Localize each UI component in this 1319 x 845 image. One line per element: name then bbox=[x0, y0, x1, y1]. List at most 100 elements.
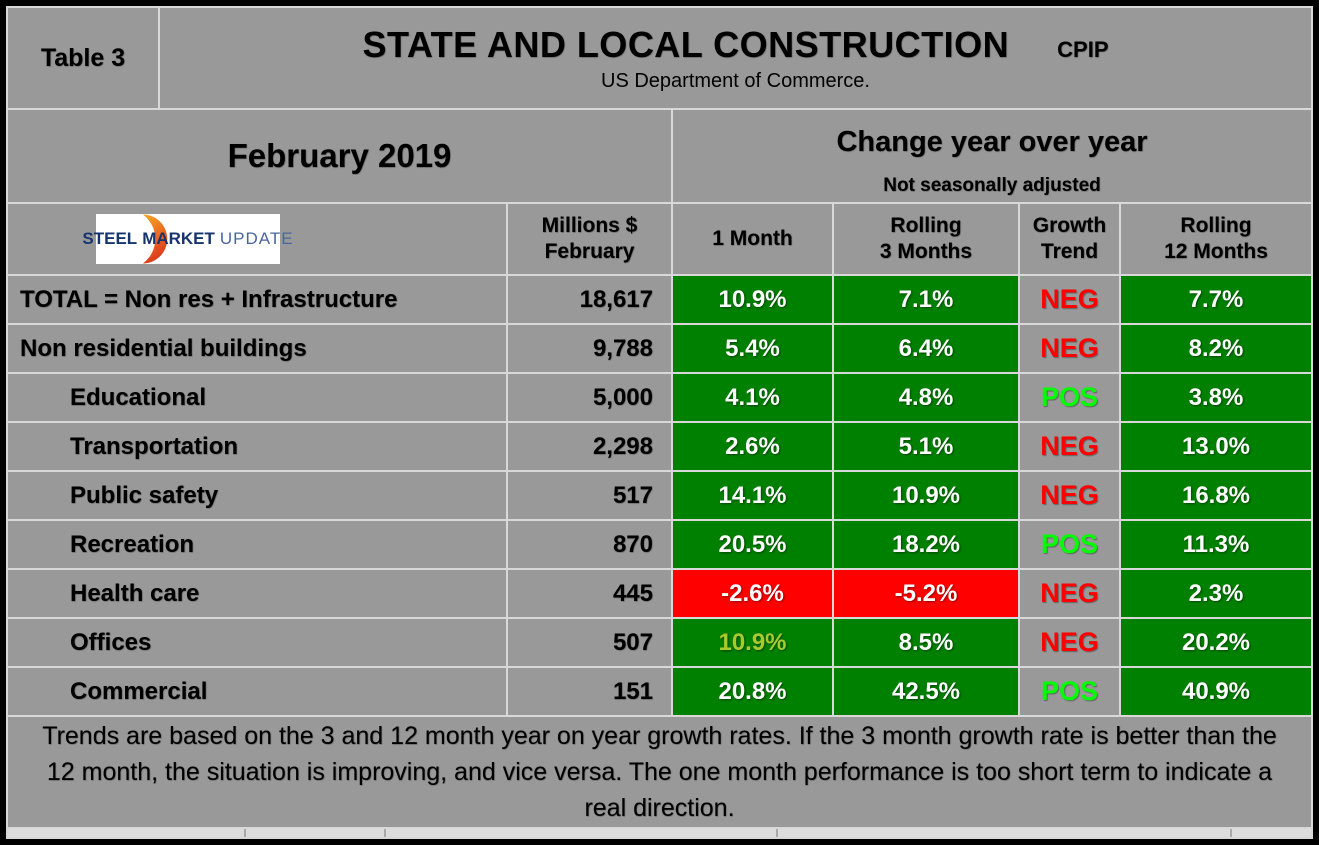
page-title: STATE AND LOCAL CONSTRUCTION bbox=[362, 23, 1010, 65]
source-subtitle: US Department of Commerce. bbox=[601, 69, 870, 92]
cpip-code: CPIP bbox=[1057, 36, 1109, 62]
table-row: TOTAL = Non res + Infrastructure 18,617 … bbox=[8, 276, 1311, 323]
millions-value: 5,000 bbox=[508, 374, 671, 421]
column-header-rolling3: Rolling 3 Months bbox=[834, 204, 1018, 274]
table-row: Recreation 870 20.5% 18.2% POS 11.3% bbox=[8, 521, 1311, 568]
metric-cell-3months: 10.9% bbox=[834, 472, 1018, 519]
logo-word-market: MARKET bbox=[142, 229, 215, 248]
row-label: TOTAL = Non res + Infrastructure bbox=[8, 276, 506, 323]
column-header-text: 1 Month bbox=[712, 227, 793, 250]
row-label: Offices bbox=[8, 619, 506, 666]
column-header-text: 3 Months bbox=[879, 240, 973, 263]
change-header-cell: Change year over year Not seasonally adj… bbox=[673, 110, 1311, 202]
table-row: Non residential buildings 9,788 5.4% 6.4… bbox=[8, 325, 1311, 372]
metric-cell-3months: 4.8% bbox=[834, 374, 1018, 421]
trend-cell: POS bbox=[1020, 374, 1119, 421]
row-label: Health care bbox=[8, 570, 506, 617]
change-title: Change year over year bbox=[836, 126, 1148, 158]
row-label: Transportation bbox=[8, 423, 506, 470]
trend-cell: NEG bbox=[1020, 276, 1119, 323]
column-header-1month: 1 Month bbox=[673, 204, 832, 274]
row-label: Non residential buildings bbox=[8, 325, 506, 372]
table-row: Health care 445 -2.6% -5.2% NEG 2.3% bbox=[8, 570, 1311, 617]
table-number-label: Table 3 bbox=[8, 8, 158, 108]
metric-cell-12months: 8.2% bbox=[1121, 325, 1311, 372]
column-header-text: Trend bbox=[1040, 240, 1099, 263]
metric-cell-3months: 5.1% bbox=[834, 423, 1018, 470]
metric-cell-1month: 10.9% bbox=[673, 619, 832, 666]
table-row: Offices 507 10.9% 8.5% NEG 20.2% bbox=[8, 619, 1311, 666]
metric-cell-1month: 14.1% bbox=[673, 472, 832, 519]
trend-cell: NEG bbox=[1020, 472, 1119, 519]
metric-cell-1month: 20.8% bbox=[673, 668, 832, 715]
column-header-text: 12 Months bbox=[1164, 240, 1268, 263]
metric-cell-12months: 7.7% bbox=[1121, 276, 1311, 323]
trend-cell: NEG bbox=[1020, 619, 1119, 666]
period-row: February 2019 Change year over year Not … bbox=[8, 110, 1311, 202]
column-header-text: February bbox=[544, 240, 635, 263]
header-row: Table 3 STATE AND LOCAL CONSTRUCTION CPI… bbox=[8, 8, 1311, 108]
column-header-text: Millions $ bbox=[541, 214, 638, 237]
table-row: Public safety 517 14.1% 10.9% NEG 16.8% bbox=[8, 472, 1311, 519]
metric-cell-1month: 4.1% bbox=[673, 374, 832, 421]
metric-cell-12months: 2.3% bbox=[1121, 570, 1311, 617]
millions-value: 517 bbox=[508, 472, 671, 519]
millions-value: 2,298 bbox=[508, 423, 671, 470]
metric-cell-3months: -5.2% bbox=[834, 570, 1018, 617]
millions-value: 151 bbox=[508, 668, 671, 715]
title-cell: STATE AND LOCAL CONSTRUCTION CPIP US Dep… bbox=[160, 8, 1311, 108]
metric-cell-12months: 16.8% bbox=[1121, 472, 1311, 519]
metric-cell-1month: 5.4% bbox=[673, 325, 832, 372]
metric-cell-1month: 10.9% bbox=[673, 276, 832, 323]
crescent-icon bbox=[142, 214, 168, 264]
metric-cell-12months: 13.0% bbox=[1121, 423, 1311, 470]
trend-cell: POS bbox=[1020, 521, 1119, 568]
trend-cell: NEG bbox=[1020, 423, 1119, 470]
logo-word-update: UPDATE bbox=[219, 229, 294, 248]
column-header-rolling12: Rolling 12 Months bbox=[1121, 204, 1311, 274]
logo-word-steel: STEEL bbox=[82, 229, 138, 248]
row-label: Educational bbox=[8, 374, 506, 421]
column-header-text: Rolling bbox=[1180, 214, 1252, 237]
row-label: Public safety bbox=[8, 472, 506, 519]
metric-cell-12months: 3.8% bbox=[1121, 374, 1311, 421]
table-row: Educational 5,000 4.1% 4.8% POS 3.8% bbox=[8, 374, 1311, 421]
metric-cell-12months: 20.2% bbox=[1121, 619, 1311, 666]
period-label: February 2019 bbox=[8, 110, 671, 202]
column-header-millions: Millions $ February bbox=[508, 204, 671, 274]
metric-cell-3months: 7.1% bbox=[834, 276, 1018, 323]
table-row: Commercial 151 20.8% 42.5% POS 40.9% bbox=[8, 668, 1311, 715]
column-header-growth-trend: Growth Trend bbox=[1020, 204, 1119, 274]
millions-value: 445 bbox=[508, 570, 671, 617]
column-header-row: STEEL MARKET UPDATE Millions $ February … bbox=[8, 204, 1311, 274]
footnote: Trends are based on the 3 and 12 month y… bbox=[8, 717, 1311, 827]
millions-value: 9,788 bbox=[508, 325, 671, 372]
metric-cell-12months: 40.9% bbox=[1121, 668, 1311, 715]
metric-cell-1month: -2.6% bbox=[673, 570, 832, 617]
millions-value: 18,617 bbox=[508, 276, 671, 323]
title-line: STATE AND LOCAL CONSTRUCTION CPIP bbox=[363, 24, 1109, 66]
spreadsheet: Table 3 STATE AND LOCAL CONSTRUCTION CPI… bbox=[6, 6, 1313, 839]
steel-market-update-logo: STEEL MARKET UPDATE bbox=[82, 214, 293, 264]
column-header-text: Growth bbox=[1032, 214, 1107, 237]
trend-cell: NEG bbox=[1020, 570, 1119, 617]
column-header-text: Rolling bbox=[890, 214, 962, 237]
change-subtitle: Not seasonally adjusted bbox=[883, 175, 1101, 196]
metric-cell-3months: 6.4% bbox=[834, 325, 1018, 372]
metric-cell-12months: 11.3% bbox=[1121, 521, 1311, 568]
metric-cell-3months: 18.2% bbox=[834, 521, 1018, 568]
trend-cell: NEG bbox=[1020, 325, 1119, 372]
metric-cell-1month: 20.5% bbox=[673, 521, 832, 568]
row-label: Commercial bbox=[8, 668, 506, 715]
millions-value: 870 bbox=[508, 521, 671, 568]
metric-cell-3months: 8.5% bbox=[834, 619, 1018, 666]
logo-cell: STEEL MARKET UPDATE bbox=[8, 204, 506, 274]
row-label: Recreation bbox=[8, 521, 506, 568]
clipped-row-strip bbox=[8, 829, 1311, 837]
millions-value: 507 bbox=[508, 619, 671, 666]
metric-cell-3months: 42.5% bbox=[834, 668, 1018, 715]
trend-cell: POS bbox=[1020, 668, 1119, 715]
metric-cell-1month: 2.6% bbox=[673, 423, 832, 470]
table-row: Transportation 2,298 2.6% 5.1% NEG 13.0% bbox=[8, 423, 1311, 470]
